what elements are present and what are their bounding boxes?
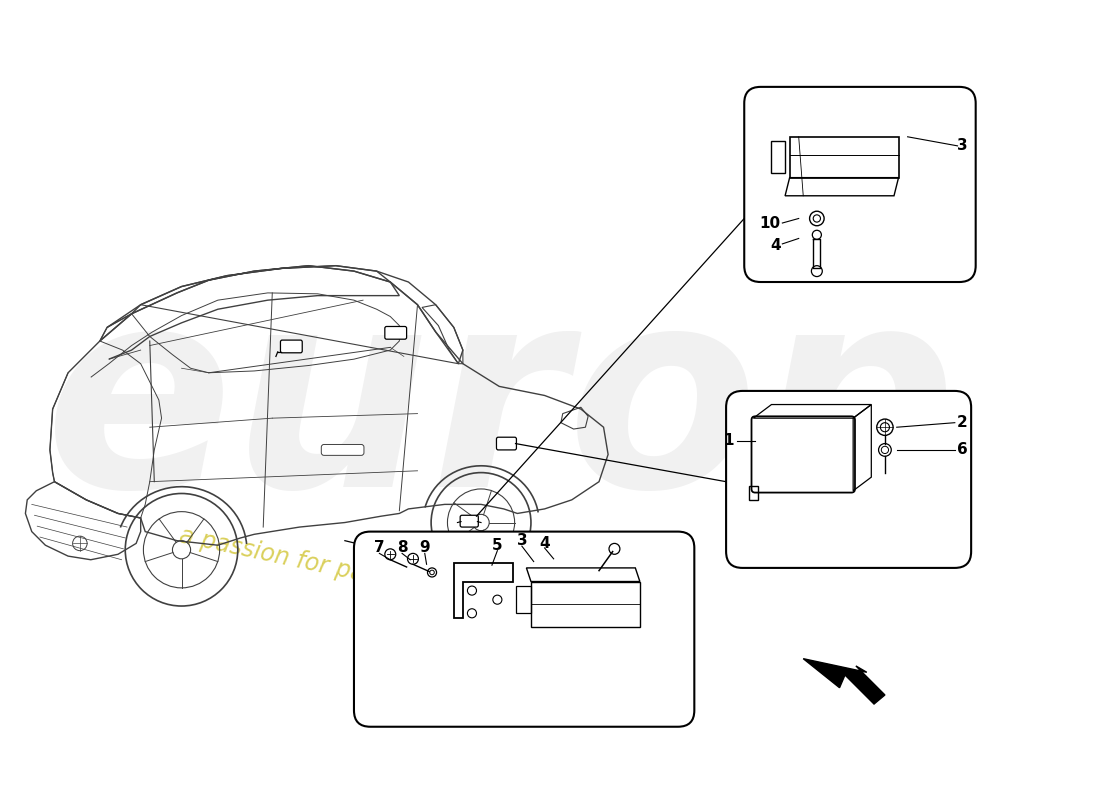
FancyBboxPatch shape: [496, 438, 516, 450]
Text: 8: 8: [397, 539, 407, 554]
FancyBboxPatch shape: [726, 391, 971, 568]
Text: 5: 5: [492, 538, 503, 553]
Text: 1: 1: [723, 434, 734, 448]
Text: europ: europ: [45, 275, 958, 546]
Text: 3: 3: [957, 138, 967, 154]
FancyBboxPatch shape: [385, 326, 407, 339]
Text: 4: 4: [539, 536, 550, 551]
Text: a passion for parts since 1955: a passion for parts since 1955: [177, 524, 531, 622]
Text: 9: 9: [419, 539, 430, 554]
Text: 10: 10: [759, 215, 781, 230]
Text: 3: 3: [517, 533, 527, 548]
FancyBboxPatch shape: [321, 445, 364, 455]
FancyBboxPatch shape: [751, 416, 855, 493]
Text: 2: 2: [957, 415, 967, 430]
Text: 4: 4: [770, 238, 781, 254]
Text: 7: 7: [374, 539, 385, 554]
FancyBboxPatch shape: [280, 340, 302, 353]
FancyBboxPatch shape: [745, 87, 976, 282]
FancyBboxPatch shape: [460, 515, 478, 527]
FancyBboxPatch shape: [354, 532, 694, 726]
Polygon shape: [803, 658, 884, 704]
Text: 6: 6: [957, 442, 967, 458]
